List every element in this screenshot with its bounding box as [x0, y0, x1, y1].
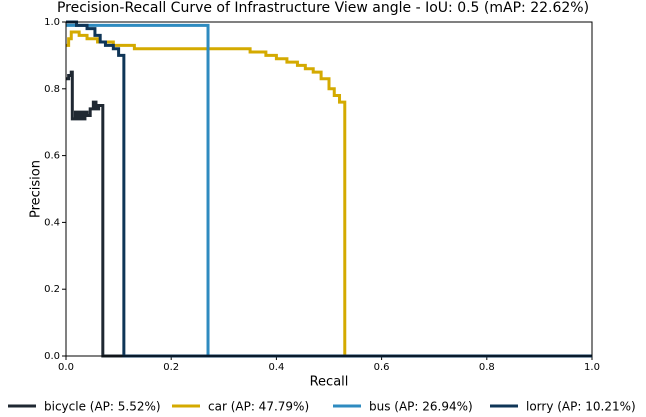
pr-curve: [66, 30, 592, 358]
y-tick-label: 0.0: [44, 351, 60, 362]
plot-frame: [65, 21, 593, 357]
y-tick-label: 1.0: [44, 17, 60, 28]
x-tick-label: 0.4: [268, 362, 284, 373]
x-tick-label: 1.0: [584, 362, 600, 373]
y-tick-label: 0.2: [44, 284, 60, 295]
y-tick-label: 0.4: [44, 217, 60, 228]
x-axis-label: Recall: [310, 375, 349, 390]
y-tick-label: 0.6: [44, 151, 60, 162]
x-tick-label: 0.0: [58, 362, 74, 373]
pr-curve: [66, 20, 592, 358]
y-axis-label: Precision: [29, 160, 44, 218]
legend-label: car (AP: 47.79%): [208, 400, 309, 414]
x-tick-label: 0.8: [479, 362, 495, 373]
legend-label: bus (AP: 26.94%): [369, 400, 473, 414]
y-tick-label: 0.8: [44, 84, 60, 95]
x-tick-label: 0.2: [163, 362, 179, 373]
chart-title: Precision-Recall Curve of Infrastructure…: [57, 0, 589, 16]
x-tick-label: 0.6: [374, 362, 390, 373]
pr-curve: [66, 70, 592, 358]
legend-label: lorry (AP: 10.21%): [526, 400, 636, 414]
pr-curve: [66, 23, 592, 358]
legend-label: bicycle (AP: 5.52%): [44, 400, 161, 414]
